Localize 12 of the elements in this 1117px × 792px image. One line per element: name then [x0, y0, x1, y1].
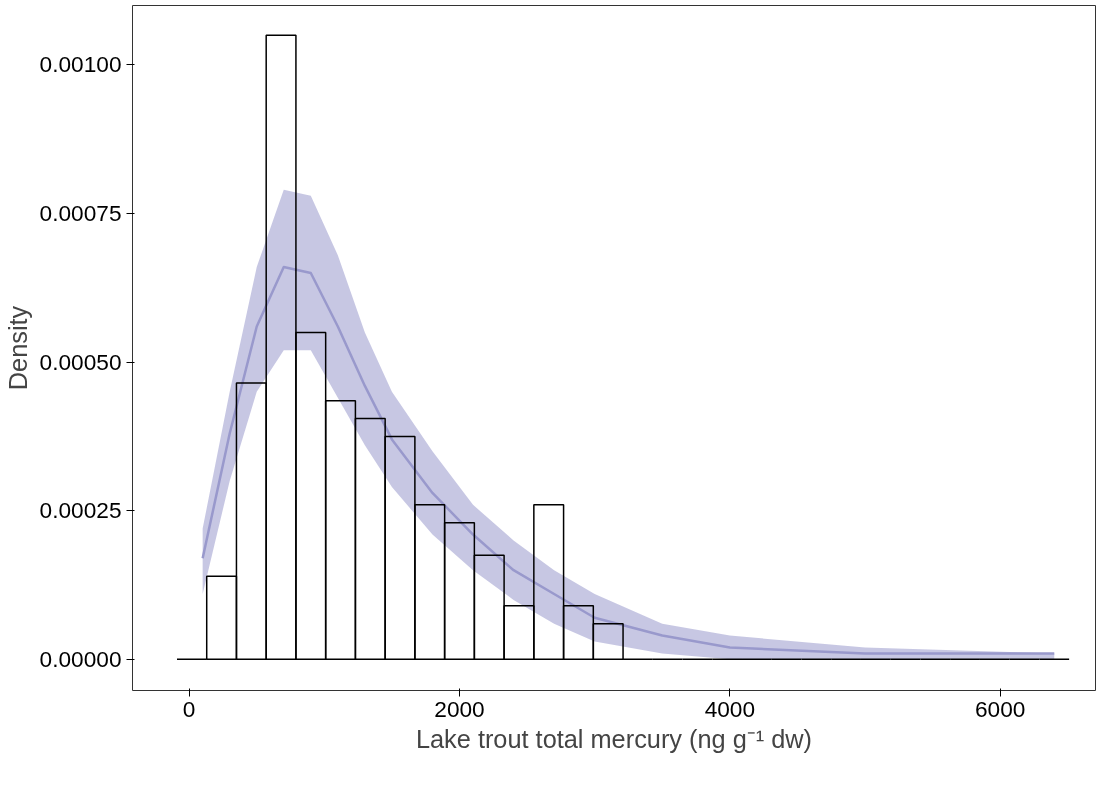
y-tick-label: 0.00000	[39, 645, 122, 672]
x-axis-title: Lake trout total mercury (ng g⁻¹ dw)	[415, 724, 813, 753]
x-tick-label: 6000	[975, 695, 1026, 722]
y-tick-label: 0.00050	[39, 348, 122, 375]
x-tick-label: 0	[182, 695, 196, 722]
y-tick-label: 0.00025	[39, 497, 122, 524]
x-tick-label: 4000	[704, 695, 756, 722]
y-tick-label: 0.00075	[39, 200, 122, 227]
y-axis-title: Density	[3, 305, 32, 391]
line-series	[201, 265, 1056, 655]
x-tick-label: 2000	[434, 695, 485, 722]
y-tick-label: 0.00100	[39, 51, 122, 78]
